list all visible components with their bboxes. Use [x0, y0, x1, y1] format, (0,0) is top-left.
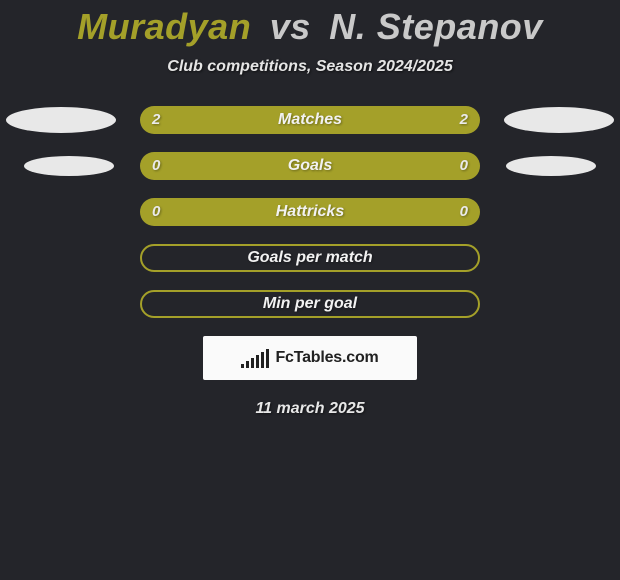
- player1-name: Muradyan: [77, 6, 251, 47]
- stat-label: Hattricks: [0, 198, 620, 226]
- footer-date: 11 march 2025: [0, 400, 620, 418]
- vs-label: vs: [270, 6, 311, 47]
- player2-ellipse-icon: [504, 107, 614, 133]
- player2-ellipse-icon: [506, 156, 596, 176]
- brand-bars-icon: [241, 349, 269, 368]
- stat-label: Min per goal: [0, 290, 620, 318]
- stat-row-goals: 0 0 Goals: [0, 152, 620, 180]
- player2-name: N. Stepanov: [329, 6, 543, 47]
- title-row: Muradyan vs N. Stepanov: [0, 0, 620, 48]
- brand-text: FcTables.com: [275, 349, 378, 367]
- subtitle: Club competitions, Season 2024/2025: [0, 58, 620, 76]
- stat-label: Goals per match: [0, 244, 620, 272]
- stat-row-hattricks: 0 0 Hattricks: [0, 198, 620, 226]
- stats-block: 2 2 Matches 0 0 Goals 0 0 Hattricks Goal…: [0, 106, 620, 318]
- comparison-card: Muradyan vs N. Stepanov Club competition…: [0, 0, 620, 418]
- stat-row-matches: 2 2 Matches: [0, 106, 620, 134]
- brand-logo[interactable]: FcTables.com: [203, 336, 417, 380]
- stat-row-goals-per-match: Goals per match: [0, 244, 620, 272]
- stat-row-min-per-goal: Min per goal: [0, 290, 620, 318]
